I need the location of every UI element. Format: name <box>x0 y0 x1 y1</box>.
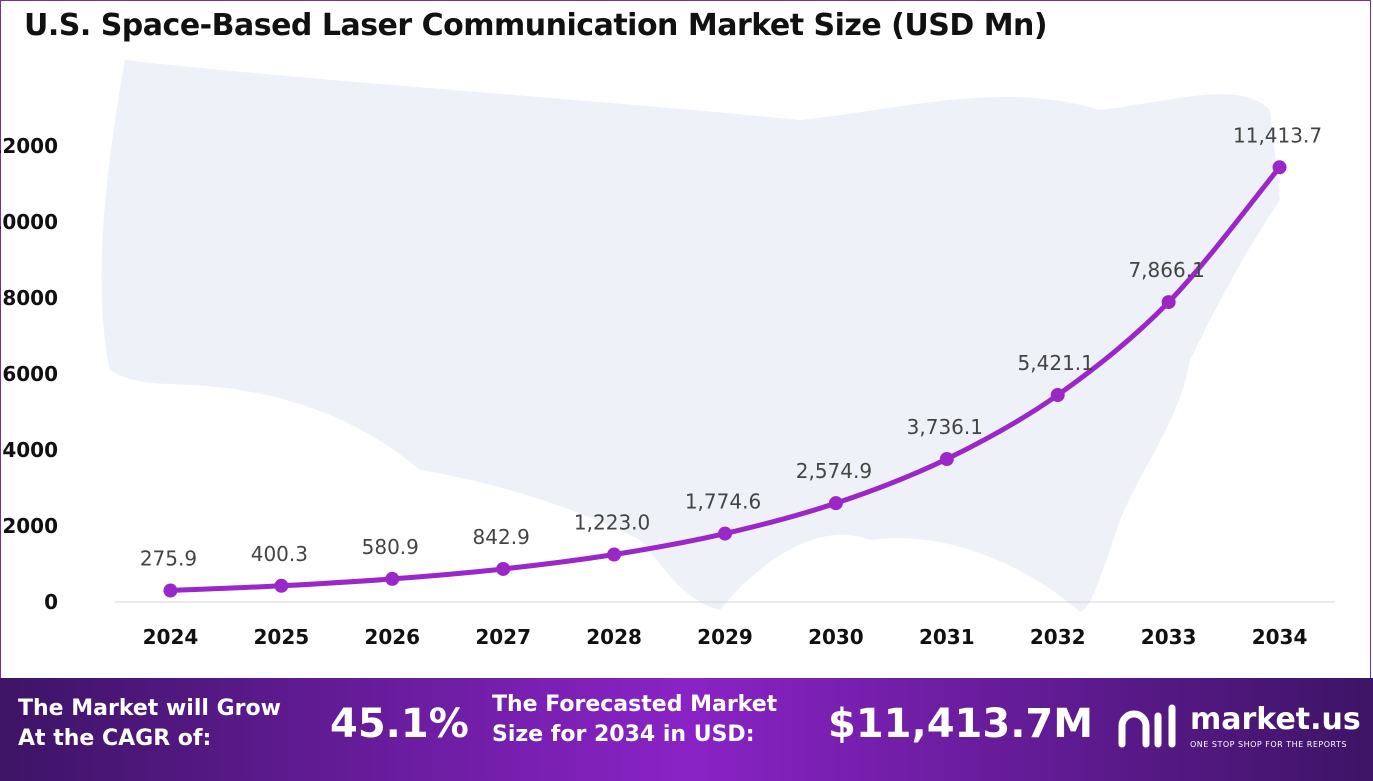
x-tick-label: 2034 <box>1252 625 1308 649</box>
x-tick-label: 2025 <box>254 625 310 649</box>
data-label: 3,736.1 <box>907 415 983 439</box>
brand-tagline: ONE STOP SHOP FOR THE REPORTS <box>1190 740 1347 749</box>
y-axis: 0 2000 4000 6000 8000 10000 12000 <box>0 134 58 614</box>
y-tick-label: 12000 <box>0 134 58 158</box>
data-point <box>1161 295 1176 310</box>
series-points <box>163 160 1287 598</box>
chart-title: U.S. Space-Based Laser Communication Mar… <box>24 8 1048 43</box>
cagr-value: 45.1% <box>330 701 469 747</box>
us-map-background <box>101 60 1280 612</box>
brand-logo: market.us ONE STOP SHOP FOR THE REPORTS <box>1118 700 1368 760</box>
series-line <box>167 164 1283 594</box>
data-label: 842.9 <box>473 525 530 549</box>
x-tick-label: 2030 <box>808 625 864 649</box>
x-tick-label: 2026 <box>364 625 420 649</box>
x-tick-label: 2029 <box>697 625 753 649</box>
data-label: 5,421.1 <box>1018 351 1094 375</box>
footer-banner: The Market will Grow At the CAGR of: 45.… <box>0 678 1373 781</box>
x-axis: 2024 2025 2026 2027 2028 2029 2030 2031 2032 2033… <box>115 601 1335 649</box>
line-chart: 0 2000 4000 6000 8000 10000 12000 2024 2025 2026… <box>0 60 1335 649</box>
cagr-label-line1: The Market will Grow <box>18 696 281 721</box>
y-tick-label: 6000 <box>2 362 58 386</box>
data-label: 275.9 <box>140 547 197 571</box>
x-tick-label: 2027 <box>475 625 531 649</box>
y-tick-label: 4000 <box>2 438 58 462</box>
forecast-label-line2: Size for 2034 in USD: <box>492 722 755 747</box>
forecast-label: The Forecasted Market Size for 2034 in U… <box>492 690 777 750</box>
y-tick-label: 8000 <box>2 286 58 310</box>
data-label: 1,223.0 <box>574 511 650 535</box>
data-point <box>385 571 400 586</box>
cagr-label-line2: At the CAGR of: <box>18 726 212 751</box>
x-tick-label: 2024 <box>143 625 199 649</box>
x-tick-label: 2032 <box>1030 625 1086 649</box>
data-point <box>607 547 622 562</box>
x-tick-label: 2031 <box>919 625 975 649</box>
data-label: 11,413.7 <box>1233 123 1322 147</box>
forecast-label-line1: The Forecasted Market <box>492 692 778 717</box>
data-label: 2,574.9 <box>796 459 872 483</box>
forecast-value: $11,413.7M <box>828 701 1094 747</box>
data-point <box>163 583 178 598</box>
data-point <box>828 496 843 511</box>
data-point <box>274 578 289 593</box>
data-label: 1,774.6 <box>685 490 761 514</box>
y-tick-label: 0 <box>44 590 58 614</box>
data-point <box>718 526 732 541</box>
data-point <box>1272 160 1287 175</box>
y-tick-label: 10000 <box>0 210 58 234</box>
data-point <box>939 452 954 467</box>
data-point <box>496 561 511 576</box>
x-tick-label: 2033 <box>1141 625 1197 649</box>
y-tick-label: 2000 <box>2 514 58 538</box>
data-label: 7,866.1 <box>1128 258 1204 282</box>
x-tick-label: 2028 <box>586 625 642 649</box>
data-point <box>1050 387 1065 402</box>
series-path <box>167 164 1283 594</box>
data-label: 580.9 <box>362 535 419 559</box>
data-label: 400.3 <box>251 542 308 566</box>
brand-name: market.us <box>1190 702 1361 737</box>
cagr-label: The Market will Grow At the CAGR of: <box>18 694 281 754</box>
market-us-logo-icon <box>1118 704 1176 748</box>
data-labels: 275.9 400.3 580.9 842.9 1,223.0 1,774.6 2,574.… <box>140 123 1322 570</box>
